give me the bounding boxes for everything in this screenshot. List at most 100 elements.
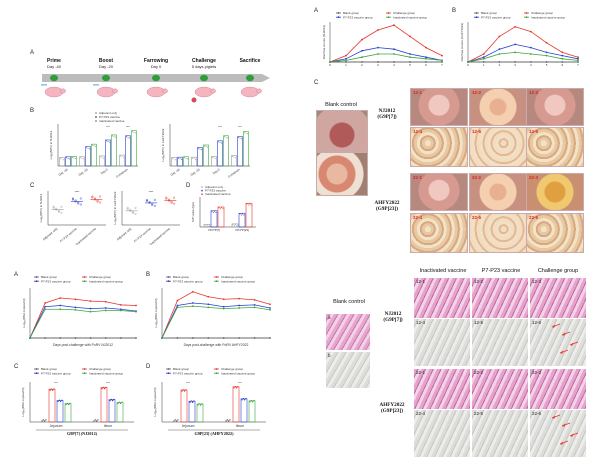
- data-point: [361, 61, 363, 63]
- legend-label: Blank group: [343, 11, 359, 15]
- data-point: [176, 337, 179, 339]
- scatter-point: [52, 205, 55, 208]
- dot: [92, 144, 93, 146]
- data-point: [361, 49, 363, 52]
- bar: [116, 402, 124, 423]
- data-point: [104, 307, 107, 309]
- dot: [193, 400, 195, 402]
- legend-label: Challenge group: [89, 367, 111, 371]
- x-tick-label: 4: [393, 63, 395, 67]
- blank-control-photo-1: [316, 110, 368, 152]
- data-point: [409, 35, 411, 38]
- scatter-point: [93, 197, 96, 200]
- y-axis-label: Diarrhea scores (AHFY2022): [460, 23, 464, 62]
- y-axis-label: Log₂(NPV) in AHFY2022: [161, 128, 165, 161]
- data-point: [577, 61, 579, 63]
- blank-control-label: Blank control: [325, 102, 357, 108]
- data-point: [207, 337, 210, 339]
- panel-letter: C: [30, 183, 35, 189]
- pig-icon: [44, 86, 64, 98]
- data-point: [119, 308, 122, 311]
- y-axis-label: Log₁₀(RNA copies/ml): [153, 388, 157, 417]
- scatter-point: [131, 210, 134, 213]
- bar: [99, 155, 105, 167]
- data-point: [409, 53, 411, 55]
- dot: [219, 141, 221, 143]
- x-tick-label: Day 0: [212, 167, 221, 175]
- data-point: [577, 56, 579, 59]
- data-point: [441, 61, 443, 63]
- data-point: [135, 310, 137, 313]
- x-tick-label: Day -20: [78, 167, 89, 176]
- data-point: [119, 303, 122, 306]
- arrow-head-icon: [562, 332, 565, 336]
- legend-label: Adjuvant only: [99, 111, 118, 115]
- series-line: [467, 43, 579, 63]
- y-axis-label: Log₂(NPV) in NJ2012: [49, 130, 53, 159]
- timeline-node: [200, 74, 208, 82]
- scatter-point: [77, 202, 80, 205]
- data-point: [222, 298, 225, 301]
- data-point: [135, 337, 137, 339]
- scatter-point: [129, 208, 132, 211]
- scatter-point: [145, 199, 148, 202]
- chart-caption: G9P[7] (NJ2012): [67, 431, 98, 436]
- data-point: [253, 306, 256, 309]
- data-point: [441, 54, 443, 57]
- gross-lesion-photo: 22-6: [526, 213, 584, 253]
- viral-load-chart-ahfy2022: Log₁₀(RNA copies/ml) Days post-challenge …: [154, 275, 271, 347]
- strain-label-ahfy2022: AHFY2022 (G9P[23]): [367, 200, 407, 212]
- dot: [80, 157, 81, 159]
- gross-lesion-photo: 22-2: [469, 173, 527, 211]
- bar: [188, 400, 196, 423]
- dot: [232, 223, 234, 225]
- dot: [183, 390, 186, 392]
- bar: [125, 135, 131, 167]
- dot: [249, 401, 251, 403]
- gross-lesion-photo: 12-2: [469, 88, 527, 126]
- dot: [242, 213, 244, 215]
- timeline-step-day: Day -20: [99, 64, 114, 69]
- data-point: [377, 29, 379, 31]
- timeline-step-title: Sacrifice: [240, 58, 261, 64]
- data-point: [514, 51, 517, 54]
- bar: [248, 400, 256, 423]
- tile-label: 12-4: [416, 320, 426, 325]
- scatter-point: [77, 201, 80, 204]
- x-tick-label: Day -20: [190, 167, 201, 176]
- data-point: [561, 54, 564, 57]
- data-point: [377, 46, 379, 49]
- data-point: [44, 305, 47, 308]
- data-point: [74, 308, 77, 311]
- scatter-point: [79, 197, 82, 200]
- data-point: [545, 54, 548, 57]
- tile-label: 12-2: [474, 279, 484, 284]
- x-tick-label: Day 0: [100, 167, 109, 175]
- x-tick-label: 0: [467, 63, 469, 67]
- dot: [101, 387, 103, 390]
- dot: [187, 158, 188, 160]
- legend-label: P7-P23 vaccine group: [41, 371, 71, 375]
- dot: [205, 146, 207, 148]
- dot: [243, 399, 246, 401]
- legend-label: Blank group: [173, 367, 189, 371]
- pig-icon: [96, 86, 116, 98]
- bar: [196, 403, 204, 423]
- legend-marker: [201, 189, 203, 192]
- strain-label-nj2012: NJ2012 (G9P[7]): [374, 311, 412, 323]
- scatter-point: [93, 198, 96, 201]
- dot: [185, 157, 187, 159]
- bar: [59, 157, 65, 167]
- dot: [175, 420, 178, 422]
- dot: [215, 158, 216, 159]
- bar: [131, 130, 137, 167]
- series-line: [161, 305, 271, 339]
- data-point: [361, 56, 363, 59]
- dot: [63, 159, 64, 161]
- dot: [239, 213, 241, 215]
- dot: [178, 157, 179, 159]
- data-point: [176, 306, 179, 309]
- sig-mark: ***: [186, 381, 190, 385]
- dot: [53, 388, 55, 390]
